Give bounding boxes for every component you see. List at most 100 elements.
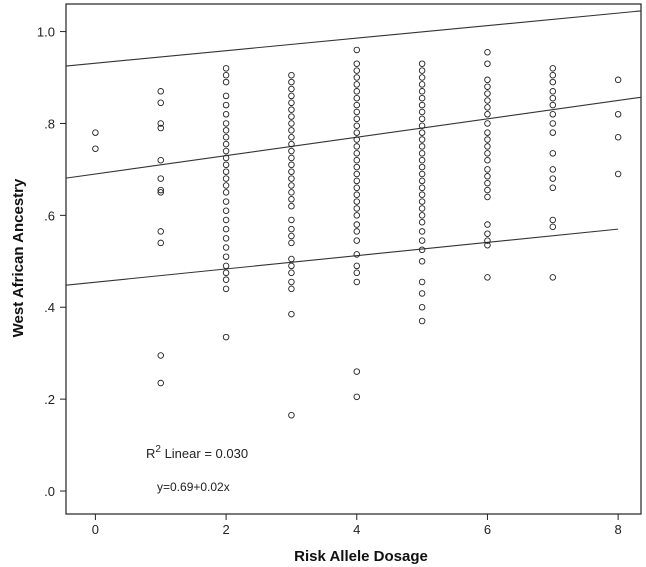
data-point bbox=[288, 196, 295, 203]
data-point bbox=[353, 184, 361, 192]
data-point bbox=[157, 189, 164, 196]
data-point bbox=[549, 223, 557, 231]
data-point bbox=[418, 81, 426, 88]
data-point bbox=[418, 205, 426, 212]
data-point bbox=[484, 179, 491, 187]
data-point bbox=[353, 177, 361, 185]
data-point bbox=[353, 143, 361, 150]
data-point bbox=[288, 168, 295, 175]
data-point bbox=[353, 191, 361, 198]
data-point bbox=[353, 136, 361, 143]
data-point bbox=[418, 163, 426, 171]
data-point bbox=[353, 46, 361, 54]
data-point bbox=[549, 216, 557, 224]
data-point bbox=[288, 133, 295, 141]
data-point bbox=[288, 127, 295, 134]
data-point bbox=[288, 140, 295, 148]
data-point bbox=[484, 166, 491, 173]
data-point bbox=[418, 212, 426, 219]
data-point bbox=[418, 184, 426, 192]
data-point bbox=[288, 202, 295, 210]
data-point bbox=[353, 122, 361, 130]
data-point bbox=[222, 133, 230, 141]
data-point bbox=[157, 88, 164, 95]
data-point bbox=[549, 129, 557, 136]
data-point bbox=[418, 278, 426, 286]
data-point bbox=[288, 71, 295, 79]
data-point bbox=[222, 235, 230, 242]
data-point bbox=[484, 143, 491, 150]
data-point bbox=[288, 161, 295, 169]
data-point bbox=[484, 90, 491, 97]
prediction-band-upper bbox=[65, 10, 642, 67]
equation-annotation: y=0.69+0.02x bbox=[157, 480, 230, 494]
x-axis-ticks: 0 2 4 6 8 bbox=[92, 514, 622, 537]
data-point bbox=[484, 274, 491, 281]
data-point bbox=[353, 170, 361, 178]
data-point bbox=[484, 60, 491, 67]
data-point bbox=[222, 207, 230, 215]
data-point bbox=[222, 147, 230, 155]
data-point bbox=[418, 101, 426, 109]
data-point bbox=[222, 175, 230, 182]
x-tick-label: 2 bbox=[222, 522, 229, 537]
data-point bbox=[418, 156, 426, 164]
data-point bbox=[418, 191, 426, 198]
data-point bbox=[484, 97, 491, 104]
data-point bbox=[353, 67, 361, 74]
data-point bbox=[222, 198, 230, 205]
data-point bbox=[549, 101, 557, 109]
data-point bbox=[222, 140, 230, 148]
prediction-band-lower bbox=[65, 228, 619, 286]
data-point bbox=[222, 333, 230, 341]
data-point bbox=[157, 175, 164, 182]
data-point bbox=[353, 269, 361, 277]
r-squared-superscript: 2 bbox=[155, 444, 161, 455]
data-point bbox=[222, 253, 230, 260]
data-point bbox=[288, 120, 295, 127]
data-point bbox=[353, 278, 361, 286]
r-squared-base: R bbox=[146, 446, 155, 461]
data-point bbox=[288, 99, 295, 107]
data-point bbox=[222, 71, 230, 79]
data-point bbox=[418, 237, 426, 244]
data-point bbox=[288, 285, 295, 293]
data-point bbox=[353, 150, 361, 157]
data-point bbox=[484, 76, 491, 84]
data-point bbox=[157, 379, 164, 387]
data-point bbox=[353, 163, 361, 171]
data-point bbox=[288, 216, 295, 224]
data-point bbox=[549, 120, 557, 127]
data-point bbox=[418, 177, 426, 185]
data-point bbox=[288, 278, 295, 286]
data-point bbox=[353, 251, 361, 258]
y-tick-label: 1.0 bbox=[37, 25, 55, 40]
data-point bbox=[418, 290, 426, 297]
data-point bbox=[418, 136, 426, 143]
data-point bbox=[222, 127, 230, 134]
data-point bbox=[418, 129, 426, 136]
data-point bbox=[288, 239, 295, 247]
data-point bbox=[418, 303, 426, 311]
data-point bbox=[222, 225, 230, 233]
x-tick-label: 8 bbox=[615, 522, 622, 537]
data-point bbox=[288, 92, 295, 100]
data-point bbox=[222, 262, 230, 270]
data-point bbox=[157, 124, 164, 132]
data-point bbox=[222, 161, 230, 169]
x-tick-label: 6 bbox=[484, 522, 491, 537]
data-point bbox=[418, 246, 426, 254]
data-point bbox=[418, 143, 426, 150]
data-point bbox=[353, 101, 361, 109]
data-point bbox=[418, 122, 426, 130]
data-point bbox=[484, 221, 491, 228]
data-point bbox=[614, 133, 622, 141]
data-point bbox=[418, 108, 426, 116]
data-point bbox=[418, 115, 426, 123]
data-point bbox=[222, 120, 230, 127]
data-point bbox=[614, 76, 622, 84]
data-point bbox=[549, 175, 557, 182]
data-point bbox=[288, 113, 295, 120]
prediction-bands bbox=[65, 10, 642, 286]
